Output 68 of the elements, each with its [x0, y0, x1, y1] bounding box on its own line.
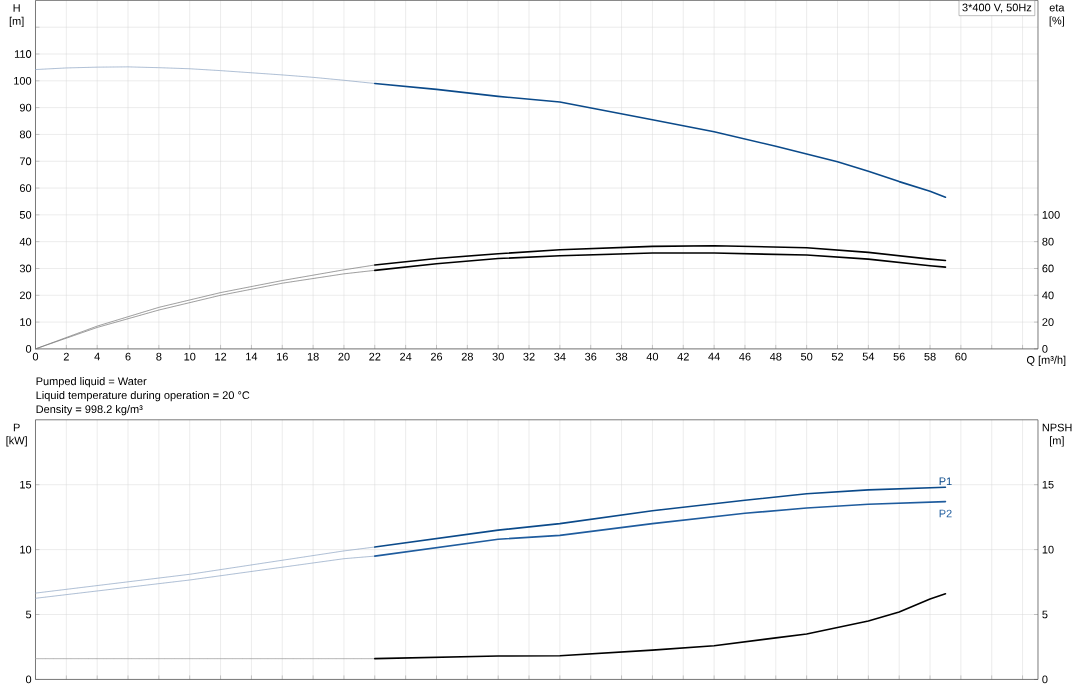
x-tick-label: 32 — [523, 352, 535, 361]
y2-tick-label: 5 — [1042, 610, 1048, 619]
y-tick-label: 20 — [19, 291, 32, 299]
x-tick-label: 30 — [492, 352, 504, 361]
text: Liquid temperature during operation = 20 °C — [36, 390, 250, 402]
y-tick-label: 0 — [25, 344, 32, 353]
y2-tick-label: 0 — [1042, 344, 1048, 353]
x-tick-label: 8 — [156, 352, 162, 361]
x-tick-label: 50 — [800, 352, 813, 361]
y-tick-label: 30 — [19, 264, 32, 273]
x-tick-label: 52 — [831, 352, 844, 361]
x-tick-label: 6 — [125, 352, 131, 361]
y-tick-label: 60 — [19, 183, 32, 192]
x-tick-label: 42 — [677, 352, 689, 361]
x-tick-label: 36 — [585, 352, 597, 361]
y-tick-label: 110 — [14, 49, 32, 58]
x-tick-label: 44 — [708, 352, 720, 361]
y2-tick-label: 80 — [1042, 237, 1054, 246]
y-tick-label: 90 — [19, 103, 32, 112]
y-tick-label: 40 — [19, 237, 32, 246]
y2-tick-label: 60 — [1042, 264, 1054, 273]
x-tick-label: 24 — [400, 352, 412, 361]
y2-tick-label: 40 — [1042, 291, 1054, 299]
y-tick-label: 50 — [19, 210, 32, 219]
x-tick-label: 26 — [430, 352, 443, 361]
y-tick-label: 5 — [25, 610, 32, 619]
y2-tick-label: 15 — [1042, 480, 1054, 489]
y-tick-label: 100 — [14, 76, 32, 85]
x-tick-label: 46 — [739, 352, 751, 361]
y-tick-label: 10 — [20, 545, 32, 554]
x-tick-label: 14 — [246, 352, 258, 361]
x-tick-label: 40 — [646, 352, 659, 361]
text: Density = 998.2 kg/m³ — [36, 404, 143, 416]
y2-axis-title: NPSH [m] — [1042, 423, 1072, 447]
y-tick-label: 0 — [25, 675, 32, 684]
x-tick-label: 38 — [615, 352, 628, 361]
y-tick-label: 80 — [19, 130, 32, 139]
y-tick-label: 10 — [20, 317, 32, 326]
x-tick-label: 2 — [63, 352, 69, 361]
chart-title: 3*400 V, 50Hz — [962, 3, 1032, 13]
x-tick-label: 56 — [893, 352, 905, 361]
x-tick-label: 28 — [461, 352, 473, 361]
x-tick-label: 18 — [307, 352, 319, 361]
x-tick-label: 0 — [32, 352, 39, 361]
x-axis-title: Q [m³/h] — [1026, 355, 1066, 366]
y2-tick-label: 20 — [1042, 317, 1054, 326]
y-axis-title: P [kW] — [6, 423, 27, 447]
text: Pumped liquid = Water — [36, 376, 147, 388]
y2-tick-label: 10 — [1042, 545, 1054, 554]
x-tick-label: 48 — [769, 352, 782, 361]
y2-tick-label: 0 — [1042, 675, 1048, 684]
x-tick-label: 60 — [955, 352, 967, 361]
series-label: P2 — [939, 509, 952, 518]
y2-tick-label: 100 — [1042, 210, 1060, 219]
x-tick-label: 54 — [862, 352, 875, 361]
x-tick-label: 34 — [554, 352, 566, 361]
x-tick-label: 58 — [924, 352, 936, 361]
y-tick-label: 70 — [19, 157, 32, 165]
x-tick-label: 4 — [94, 352, 100, 361]
x-tick-label: 22 — [369, 352, 381, 361]
y-axis-title: H [m] — [9, 4, 24, 27]
x-tick-label: 20 — [338, 352, 350, 361]
y-tick-label: 15 — [20, 480, 32, 489]
x-tick-label: 12 — [215, 352, 227, 361]
x-tick-label: 16 — [276, 352, 288, 361]
y2-axis-title: eta [%] — [1049, 4, 1065, 27]
x-tick-label: 10 — [184, 352, 196, 361]
series-label: P1 — [939, 477, 952, 485]
